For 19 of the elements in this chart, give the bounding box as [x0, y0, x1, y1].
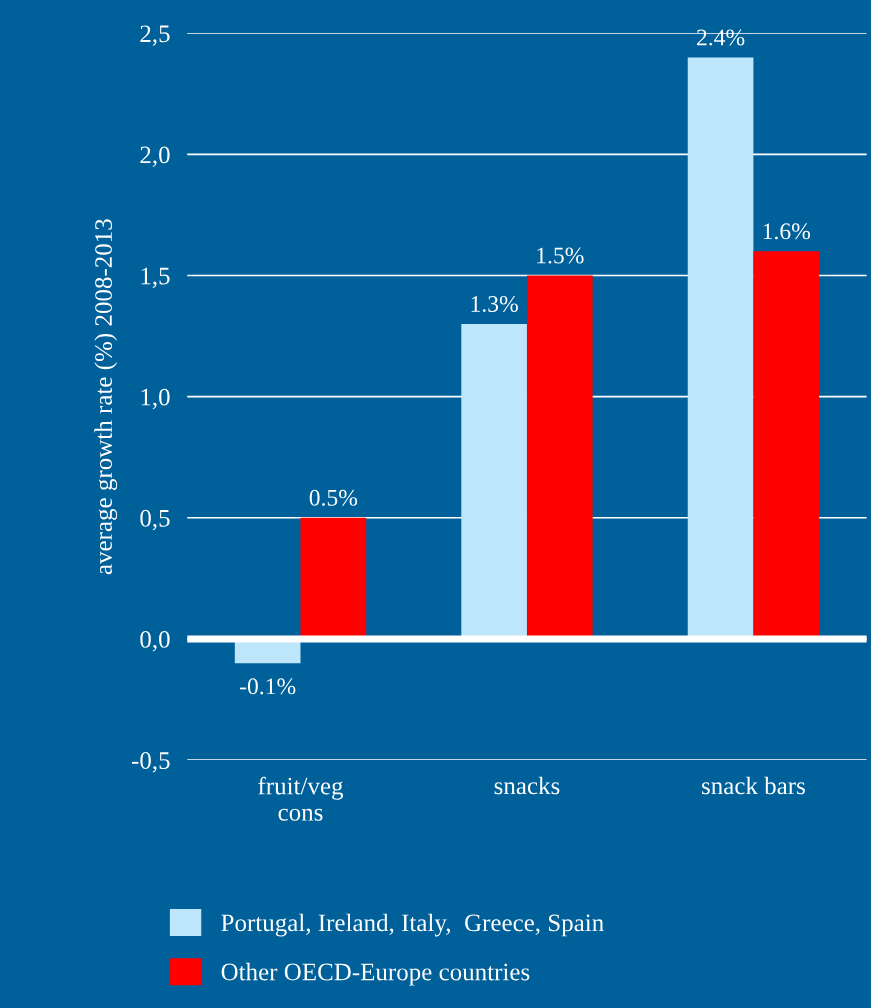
y-tick-label: 2,0: [140, 146, 170, 167]
data-label: 1.5%: [537, 247, 584, 264]
y-axis-title: average growth rate (%) 2008-2013: [94, 219, 118, 575]
y-tick-label: 0,0: [140, 630, 170, 652]
y-tick-label: 2,5: [140, 25, 170, 46]
x-tick-label: snack bars: [702, 776, 805, 795]
data-label: 1.6%: [763, 223, 811, 240]
data-label: 1.3%: [471, 295, 518, 313]
legend-label: Portugal, Ireland, Italy, Greece, Spain: [221, 913, 604, 937]
y-tick-label: 1,5: [141, 267, 170, 289]
x-tick-label: snacks: [494, 776, 560, 795]
legend-label: Other OECD-Europe countries: [221, 962, 530, 986]
y-tick-label: 1,0: [141, 388, 170, 410]
y-tick-label: 0,5: [140, 509, 170, 531]
x-tick-label: fruit/veg cons: [258, 776, 344, 821]
y-tick-label: -0,5: [131, 752, 170, 773]
data-label: -0.1%: [240, 678, 296, 695]
data-label: 0.5%: [309, 489, 358, 506]
data-label: 2.4%: [697, 29, 745, 46]
